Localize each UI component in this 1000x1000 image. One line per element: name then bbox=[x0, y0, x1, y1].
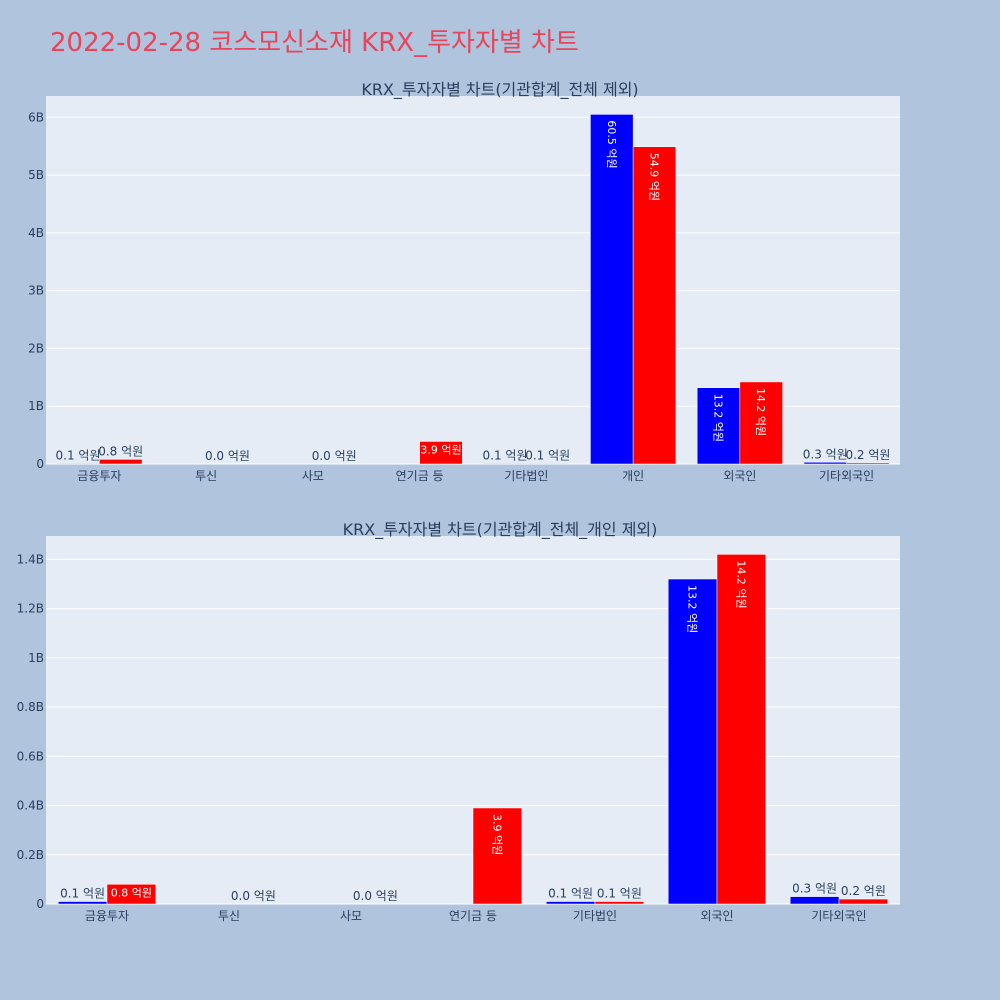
bar-value-label: 0.1 억원 bbox=[483, 448, 528, 462]
x-tick-label: 투신 bbox=[195, 469, 217, 483]
bar-value-label: 0.0 억원 bbox=[312, 449, 357, 463]
x-tick-label: 연기금 등 bbox=[449, 909, 497, 923]
bar-buy-개인 bbox=[590, 114, 634, 465]
bar-value-label: 0.1 억원 bbox=[548, 887, 593, 901]
x-tick-label: 금융투자 bbox=[85, 909, 129, 923]
bar-sell-기타외국인 bbox=[838, 898, 889, 905]
bar-value-label: 0.2 억원 bbox=[841, 884, 886, 898]
y-tick-label: 0 bbox=[36, 897, 44, 911]
chart-title: KRX_투자자별 차트(기관합계_전체_개인 제외) bbox=[343, 520, 658, 540]
bar-value-label: 0.0 억원 bbox=[231, 889, 276, 903]
bar-value-label: 0.1 억원 bbox=[60, 887, 105, 901]
y-tick-label: 0.8B bbox=[17, 700, 44, 714]
bar-sell-기타법인 bbox=[594, 901, 645, 905]
bar-value-label: 14.2 억원 bbox=[734, 560, 747, 608]
bar-buy-기타법인 bbox=[545, 901, 596, 905]
page-title: 2022-02-28 코스모신소재 KRX_투자자별 차트 bbox=[50, 28, 579, 58]
bar-buy-외국인 bbox=[696, 387, 741, 465]
bar-buy-금융투자 bbox=[56, 463, 100, 465]
x-tick-label: 기타외국인 bbox=[819, 469, 874, 483]
y-tick-label: 4B bbox=[28, 226, 44, 240]
bar-value-label: 0.1 억원 bbox=[597, 887, 642, 901]
y-tick-label: 1B bbox=[28, 399, 44, 413]
bar-value-label: 13.2 억원 bbox=[686, 585, 699, 633]
y-tick-label: 0.4B bbox=[17, 799, 44, 813]
y-tick-label: 3B bbox=[28, 284, 44, 298]
x-tick-label: 사모 bbox=[302, 469, 324, 483]
bar-value-label: 0.1 억원 bbox=[525, 448, 570, 462]
chart-title: KRX_투자자별 차트(기관합계_전체 제외) bbox=[361, 80, 638, 100]
x-tick-label: 투신 bbox=[218, 909, 240, 923]
bar-sell-금융투자 bbox=[106, 884, 157, 905]
y-tick-label: 1.4B bbox=[17, 552, 44, 566]
bar-value-label: 14.2 억원 bbox=[754, 388, 767, 436]
x-tick-label: 기타외국인 bbox=[811, 909, 866, 923]
y-tick-label: 0 bbox=[36, 457, 44, 471]
x-tick-label: 기타법인 bbox=[573, 909, 617, 923]
y-tick-label: 1B bbox=[28, 651, 44, 665]
bar-sell-개인 bbox=[632, 146, 677, 465]
investor-chart-excluding-individuals: KRX_투자자별 차트(기관합계_전체_개인 제외) 0 0.2B 0.4B 0.6B 0… bbox=[17, 520, 900, 923]
bar-value-label: 0.2 억원 bbox=[845, 448, 890, 462]
y-tick-label: 6B bbox=[28, 110, 44, 124]
bar-value-label: 0.0 억원 bbox=[353, 889, 398, 903]
x-tick-label: 연기금 등 bbox=[396, 469, 444, 483]
bar-sell-연기금-등 bbox=[472, 807, 523, 905]
y-tick-label: 0.6B bbox=[17, 749, 44, 763]
y-tick-label: 2B bbox=[28, 341, 44, 355]
x-tick-label: 사모 bbox=[340, 909, 362, 923]
bar-value-label: 0.8 억원 bbox=[111, 886, 152, 899]
bar-value-label: 3.9 억원 bbox=[490, 814, 503, 855]
bar-value-label: 0.0 억원 bbox=[205, 449, 250, 463]
x-tick-label: 기타법인 bbox=[504, 469, 548, 483]
bar-value-label: 3.9 억원 bbox=[420, 443, 461, 456]
bar-value-label: 0.1 억원 bbox=[56, 448, 101, 462]
bar-buy-기타법인 bbox=[483, 463, 527, 465]
x-tick-label: 외국인 bbox=[700, 909, 733, 923]
bar-value-label: 60.5 억원 bbox=[605, 120, 618, 168]
bar-value-label: 13.2 억원 bbox=[712, 394, 725, 442]
bar-sell-금융투자 bbox=[99, 459, 143, 465]
bar-buy-기타외국인 bbox=[789, 896, 840, 905]
bar-buy-기타외국인 bbox=[803, 462, 847, 465]
bar-sell-외국인 bbox=[716, 554, 767, 905]
x-tick-label: 금융투자 bbox=[77, 469, 121, 483]
y-tick-label: 1.2B bbox=[17, 602, 44, 616]
bar-sell-기타법인 bbox=[526, 463, 570, 465]
y-tick-label: 5B bbox=[28, 168, 44, 182]
bar-value-label: 0.8 억원 bbox=[98, 444, 143, 458]
y-tick-label: 0.2B bbox=[17, 848, 44, 862]
bar-sell-연기금-등 bbox=[419, 441, 463, 465]
x-tick-label: 개인 bbox=[622, 469, 644, 483]
investor-chart-excluding-institutions: KRX_투자자별 차트(기관합계_전체 제외) 0 1B 2B 3B 4B 5B 6B 금융투자… bbox=[28, 80, 900, 483]
bar-value-label: 54.9 억원 bbox=[647, 153, 660, 201]
bar-sell-기타외국인 bbox=[846, 462, 890, 465]
bar-value-label: 0.3 억원 bbox=[792, 882, 837, 896]
x-tick-label: 외국인 bbox=[723, 469, 756, 483]
bar-buy-금융투자 bbox=[57, 901, 108, 905]
bar-sell-외국인 bbox=[739, 381, 783, 465]
bar-value-label: 0.3 억원 bbox=[803, 447, 848, 461]
